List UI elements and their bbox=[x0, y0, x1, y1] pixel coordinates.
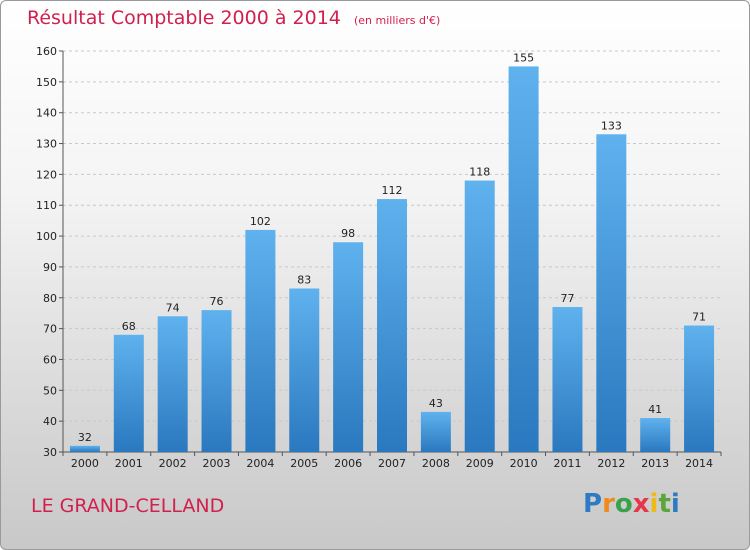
bar bbox=[289, 288, 320, 452]
bar bbox=[552, 307, 583, 452]
data-label: 112 bbox=[382, 184, 403, 197]
bar bbox=[464, 180, 495, 453]
bar bbox=[377, 199, 407, 452]
x-tick-label: 2007 bbox=[378, 457, 406, 470]
chart-subtitle: (en milliers d'€) bbox=[353, 14, 441, 27]
data-label: 41 bbox=[648, 403, 662, 416]
y-tick-label: 90 bbox=[43, 261, 57, 274]
bar bbox=[201, 310, 232, 452]
bar bbox=[684, 325, 715, 452]
title-block: Résultat Comptable 2000 à 2014 (en milli… bbox=[27, 7, 440, 29]
labels: 30 40 50 60 70 80 90 100 110 120 130 140 150 160 32 200… bbox=[36, 45, 713, 470]
y-tick-label: 40 bbox=[43, 415, 57, 428]
logo-letter: x bbox=[632, 489, 650, 519]
bar bbox=[640, 418, 671, 452]
data-label: 133 bbox=[601, 119, 622, 132]
y-tick-label: 110 bbox=[36, 199, 57, 212]
data-label: 77 bbox=[560, 292, 574, 305]
x-tick-label: 2010 bbox=[510, 457, 538, 470]
y-tick-label: 120 bbox=[36, 168, 57, 181]
chart-title: Résultat Comptable 2000 à 2014 bbox=[27, 7, 341, 29]
bar bbox=[596, 134, 627, 453]
y-tick-label: 70 bbox=[43, 323, 57, 336]
bar-chart: 30 40 50 60 70 80 90 100 110 120 130 140 150 160 32 200… bbox=[36, 45, 722, 470]
logo-letter: o bbox=[614, 489, 633, 519]
y-tick-label: 140 bbox=[36, 107, 57, 120]
y-tick-label: 160 bbox=[36, 45, 57, 58]
x-tick-label: 2013 bbox=[641, 457, 669, 470]
y-tick-label: 80 bbox=[43, 292, 57, 305]
bar bbox=[333, 242, 364, 452]
data-label: 74 bbox=[166, 301, 180, 314]
y-tick-label: 100 bbox=[36, 230, 57, 243]
y-tick-label: 30 bbox=[43, 446, 57, 459]
logo-letter: P bbox=[583, 489, 603, 519]
x-tick-label: 2003 bbox=[203, 457, 231, 470]
bar bbox=[420, 411, 451, 452]
logo-letter: i bbox=[649, 489, 659, 519]
bar bbox=[69, 445, 100, 452]
logo-letter: i bbox=[670, 489, 680, 519]
logo-letter: t bbox=[658, 489, 671, 519]
x-tick-label: 2004 bbox=[246, 457, 274, 470]
x-tick-label: 2009 bbox=[466, 457, 494, 470]
data-label: 83 bbox=[297, 274, 311, 287]
x-tick-label: 2006 bbox=[334, 457, 362, 470]
bar bbox=[113, 334, 144, 452]
bar bbox=[508, 66, 539, 452]
y-tick-label: 150 bbox=[36, 76, 57, 89]
x-tick-label: 2000 bbox=[71, 457, 99, 470]
y-tick-label: 60 bbox=[43, 353, 57, 366]
bar bbox=[157, 316, 188, 452]
x-tick-label: 2002 bbox=[159, 457, 187, 470]
data-label: 118 bbox=[469, 166, 490, 179]
x-tick-label: 2008 bbox=[422, 457, 450, 470]
x-tick-label: 2005 bbox=[290, 457, 318, 470]
data-label: 68 bbox=[122, 320, 136, 333]
x-tick-label: 2014 bbox=[685, 457, 713, 470]
data-label: 155 bbox=[513, 51, 534, 64]
data-label: 43 bbox=[429, 397, 443, 410]
logo-letter: r bbox=[602, 489, 615, 519]
x-tick-label: 2011 bbox=[553, 457, 581, 470]
x-tick-label: 2001 bbox=[115, 457, 143, 470]
data-label: 32 bbox=[78, 431, 92, 444]
data-label: 76 bbox=[210, 295, 224, 308]
bar bbox=[245, 229, 276, 452]
data-label: 71 bbox=[692, 311, 706, 324]
data-label: 98 bbox=[341, 227, 355, 240]
y-tick-label: 130 bbox=[36, 138, 57, 151]
commune-name: LE GRAND-CELLAND bbox=[31, 495, 225, 517]
bars bbox=[69, 66, 715, 453]
x-tick-label: 2012 bbox=[597, 457, 625, 470]
data-label: 102 bbox=[250, 215, 271, 228]
y-tick-label: 50 bbox=[43, 384, 57, 397]
proxiti-logo: Proxiti bbox=[583, 489, 680, 519]
